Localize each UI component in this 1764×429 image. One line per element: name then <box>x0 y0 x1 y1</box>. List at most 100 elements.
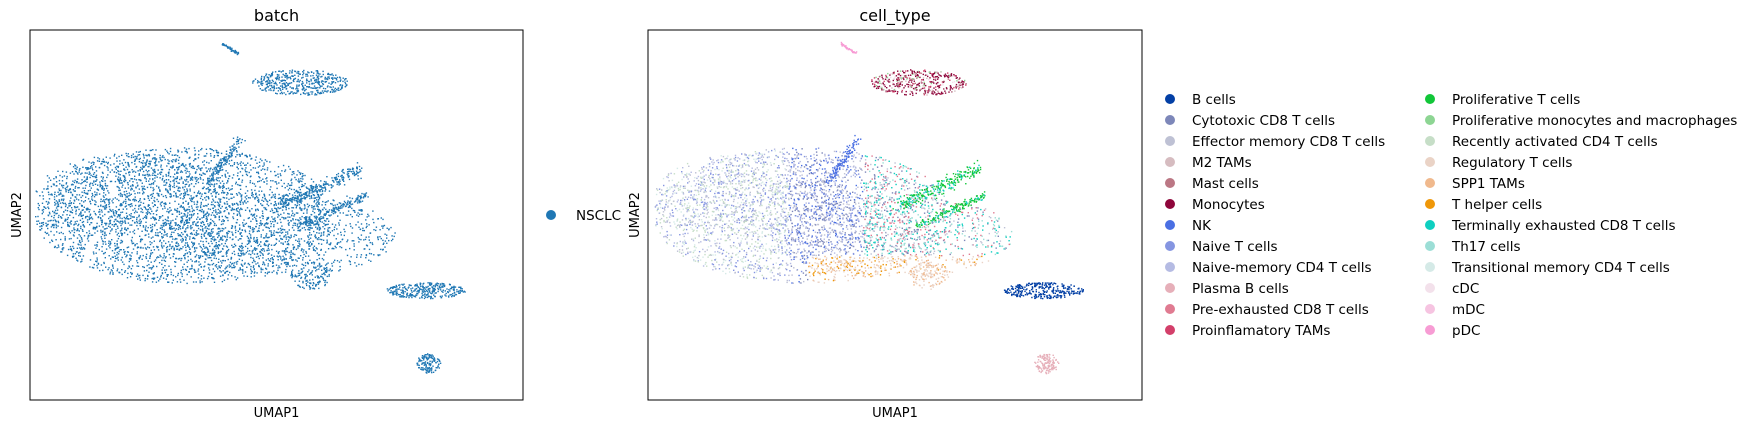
point-nsclc <box>190 199 192 201</box>
point-nsclc <box>114 248 117 250</box>
point-nsclc <box>260 234 262 236</box>
point-nsclc <box>335 238 337 240</box>
point-nsclc <box>156 192 158 195</box>
point-nsclc <box>93 175 95 178</box>
point-nsclc <box>171 161 174 163</box>
point-nsclc <box>325 208 327 211</box>
point-nsclc <box>171 241 173 243</box>
point-nsclc <box>167 241 170 243</box>
point-nsclc <box>130 178 132 180</box>
point-nsclc <box>254 260 256 263</box>
point-nsclc <box>291 201 293 203</box>
point-nsclc <box>113 171 115 173</box>
point-nsclc <box>91 198 93 200</box>
point-nsclc <box>94 176 97 179</box>
point-nsclc <box>126 233 129 236</box>
point-nsclc <box>288 202 290 204</box>
point-nsclc <box>253 213 256 215</box>
point-nsclc <box>121 227 123 229</box>
point-nsclc <box>120 229 123 231</box>
point-nsclc <box>186 252 189 254</box>
point-nsclc <box>47 187 49 190</box>
point-nsclc <box>178 186 180 188</box>
point-nsclc <box>373 221 375 224</box>
point-nsclc <box>104 180 106 182</box>
point-nsclc <box>281 271 283 274</box>
point-nsclc <box>213 214 215 216</box>
point-nsclc <box>95 252 97 254</box>
point-nsclc <box>152 187 154 189</box>
point-nsclc <box>196 203 198 206</box>
point-nsclc <box>324 283 326 286</box>
point-nsclc <box>114 166 117 169</box>
point-nsclc <box>303 208 305 210</box>
point-nsclc <box>241 152 243 155</box>
point-nsclc <box>294 234 296 236</box>
point-nsclc <box>76 178 79 180</box>
point-nsclc <box>220 260 222 262</box>
point-nsclc <box>375 226 378 228</box>
point-nsclc <box>254 204 257 207</box>
point-nsclc <box>96 245 98 247</box>
point-nsclc <box>76 182 78 184</box>
point-nsclc <box>58 189 61 192</box>
point-nsclc <box>155 210 157 212</box>
point-nsclc <box>255 196 257 199</box>
point-nsclc <box>204 173 206 175</box>
point-nsclc <box>159 190 161 192</box>
point-nsclc <box>168 253 171 256</box>
point-nsclc <box>365 219 367 221</box>
point-nsclc <box>220 198 222 200</box>
point-nsclc <box>192 221 194 223</box>
point-nsclc <box>207 275 210 278</box>
point-nsclc <box>238 153 240 156</box>
point-nsclc <box>358 199 360 201</box>
point-nsclc <box>60 226 63 229</box>
point-nsclc <box>131 205 133 207</box>
point-nsclc <box>146 269 148 272</box>
point-nsclc <box>390 226 392 229</box>
point-nsclc <box>231 177 234 179</box>
point-nsclc <box>253 248 255 250</box>
point-nsclc <box>269 260 272 262</box>
point-nsclc <box>85 192 87 195</box>
point-nsclc <box>298 71 300 73</box>
point-nsclc <box>76 229 78 232</box>
point-nsclc <box>168 281 170 283</box>
point-nsclc <box>285 258 287 260</box>
point-nsclc <box>236 222 238 224</box>
point-nsclc <box>169 147 172 150</box>
point-nsclc <box>236 175 239 177</box>
point-nsclc <box>315 284 318 286</box>
point-nsclc <box>101 160 103 163</box>
point-nsclc <box>210 256 212 259</box>
point-nsclc <box>189 226 192 228</box>
point-nsclc <box>147 260 149 262</box>
point-nsclc <box>301 183 303 186</box>
point-nsclc <box>86 193 89 195</box>
point-nsclc <box>49 179 52 181</box>
point-nsclc <box>205 215 208 218</box>
point-nsclc <box>213 239 215 241</box>
point-nsclc <box>228 175 231 177</box>
point-nsclc <box>225 245 228 247</box>
point-nsclc <box>362 229 364 232</box>
point-nsclc <box>151 195 154 197</box>
point-nsclc <box>203 164 205 166</box>
point-nsclc <box>96 188 98 190</box>
point-nsclc <box>154 157 156 159</box>
point-nsclc <box>322 259 325 261</box>
point-nsclc <box>239 201 242 204</box>
point-nsclc <box>270 225 272 228</box>
point-nsclc <box>183 189 185 191</box>
point-nsclc <box>45 188 48 190</box>
point-nsclc <box>130 213 132 215</box>
point-nsclc <box>142 225 145 227</box>
point-nsclc <box>75 198 78 200</box>
point-nsclc <box>108 223 110 225</box>
point-nsclc <box>327 233 329 236</box>
point-nsclc <box>372 210 374 212</box>
point-nsclc <box>116 157 118 159</box>
point-nsclc <box>312 186 314 188</box>
point-nsclc <box>227 155 229 157</box>
